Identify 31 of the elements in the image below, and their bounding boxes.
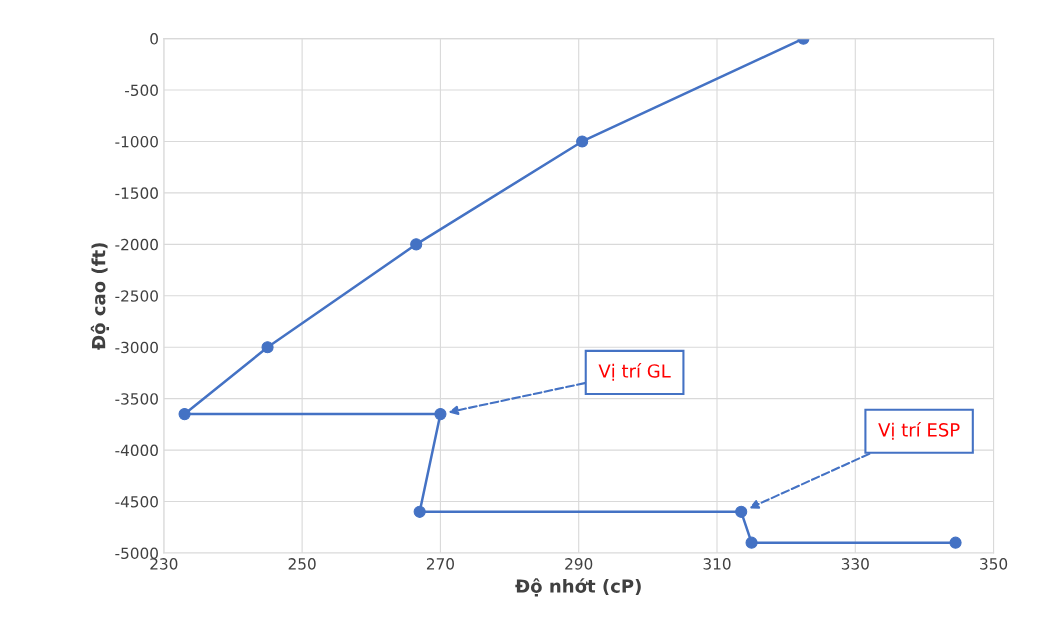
y-tick-label: -4500: [115, 496, 158, 508]
point: [745, 536, 758, 549]
y-tick-label: -1000: [115, 135, 158, 148]
point: [735, 505, 748, 518]
x-tick-label: 350: [980, 558, 1008, 570]
y-tick-label: 0: [150, 33, 158, 45]
point: [178, 408, 191, 421]
x-tick-label: 310: [703, 558, 731, 570]
y-tick-label: -500: [125, 84, 158, 97]
point: [576, 135, 589, 148]
x-tick-label: 330: [841, 558, 869, 570]
y-tick-label: -3500: [115, 393, 158, 405]
annotation: Vị trí GL: [598, 363, 671, 381]
x-tick-label: 270: [426, 558, 454, 570]
point: [434, 408, 447, 421]
point: [410, 238, 423, 251]
x-axis-title: Độ nhớt (cP): [515, 578, 641, 597]
x-tick-label: 250: [288, 558, 316, 570]
point: [949, 536, 962, 549]
x-tick-label: 230: [150, 558, 178, 570]
annotation: Vị trí ESP: [878, 421, 960, 440]
point: [413, 505, 426, 518]
y-axis-title: Độ cao (ft): [90, 243, 110, 350]
y-tick-label: -2000: [115, 238, 158, 251]
y-tick-label: -4000: [115, 444, 158, 457]
point: [261, 341, 274, 354]
y-tick-label: -5000: [115, 547, 158, 559]
y-tick-label: -1500: [115, 187, 158, 199]
y-tick-label: -2500: [115, 290, 158, 302]
y-tick-label: -3000: [115, 341, 158, 354]
x-tick-label: 290: [565, 558, 593, 570]
